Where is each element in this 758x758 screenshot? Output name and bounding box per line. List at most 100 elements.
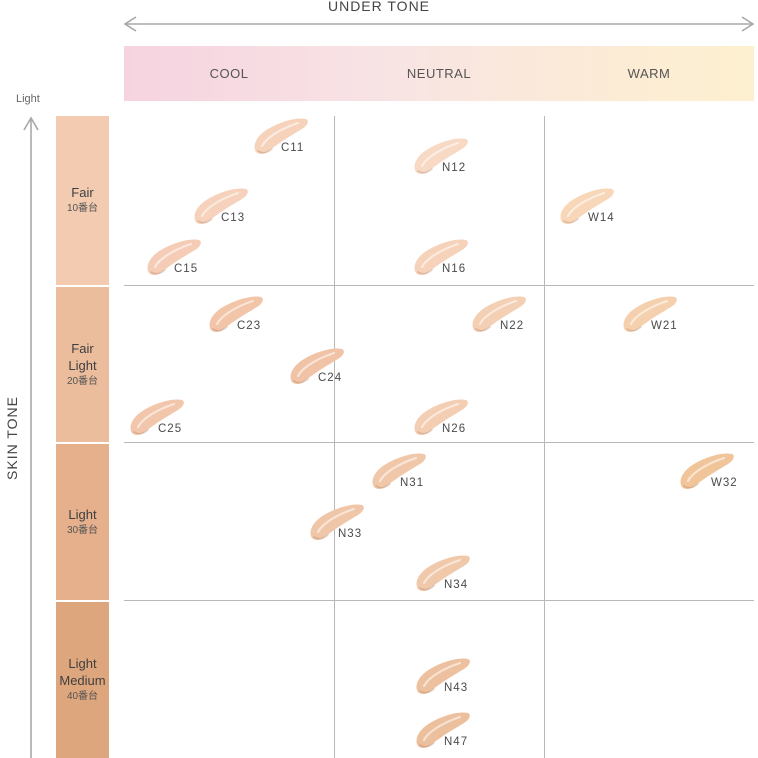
- grid-line: [124, 600, 754, 601]
- shade-swatch-n22: [472, 296, 526, 333]
- swatch-shape: [130, 399, 184, 436]
- shade-label-c23: C23: [237, 320, 262, 332]
- row-series: 10番台: [66, 203, 99, 214]
- swatch-shape: [414, 138, 468, 175]
- shade-swatch-n26: [414, 399, 468, 436]
- swatch-shadow: [257, 148, 273, 154]
- swatch-highlight: [686, 456, 726, 483]
- swatch-shape: [416, 712, 470, 749]
- swatch-highlight: [420, 402, 460, 429]
- swatch-shape: [414, 239, 468, 276]
- shade-label-n12: N12: [442, 162, 467, 174]
- row-name: Fair Light: [68, 340, 97, 373]
- swatch-shadow: [563, 218, 579, 224]
- shade-swatch-n31: [372, 453, 426, 490]
- swatch-shadow: [150, 269, 166, 275]
- swatch-shape: [416, 658, 470, 695]
- shade-swatch-n16: [414, 239, 468, 276]
- swatch-shadow: [419, 742, 435, 748]
- swatch-shape: [560, 188, 614, 225]
- shade-label-w14: W14: [588, 212, 615, 224]
- swatch-shape: [310, 504, 364, 541]
- light-axis-label: Light: [16, 93, 40, 105]
- row-series: 30番台: [66, 524, 99, 536]
- swatch-shadow: [626, 326, 642, 332]
- shade-swatch-c13: [194, 188, 248, 225]
- shade-swatch-c24: [290, 348, 344, 385]
- swatch-highlight: [378, 456, 418, 483]
- swatch-highlight: [566, 191, 606, 218]
- shade-label-c24: C24: [318, 372, 343, 384]
- shade-swatch-w14: [560, 188, 614, 225]
- swatch-shadow: [417, 168, 433, 174]
- swatch-shadow: [212, 326, 228, 332]
- skin-tone-title: SKIN TONE: [4, 396, 20, 480]
- shade-label-w21: W21: [651, 320, 678, 332]
- swatch-shape: [623, 296, 677, 333]
- shade-label-n43: N43: [444, 682, 469, 694]
- swatch-shape: [372, 453, 426, 490]
- row-label-fair-light: Fair Light 20番台: [56, 287, 109, 442]
- shade-swatch-n12: [414, 138, 468, 175]
- swatch-shadow: [475, 326, 491, 332]
- swatch-shadow: [419, 585, 435, 591]
- swatch-highlight: [422, 715, 462, 742]
- shade-swatch-n34: [416, 555, 470, 592]
- row-name: Fair: [71, 185, 94, 200]
- swatch-highlight: [296, 351, 336, 378]
- swatch-shadow: [313, 534, 329, 540]
- swatch-highlight: [260, 121, 300, 148]
- swatch-shadow: [375, 483, 391, 489]
- shade-label-c25: C25: [158, 423, 183, 435]
- shade-label-n34: N34: [444, 579, 469, 591]
- shade-label-n33: N33: [338, 528, 363, 540]
- swatch-highlight: [478, 299, 518, 326]
- row-label-light: Light 30番台: [56, 444, 109, 600]
- shade-label-n47: N47: [444, 736, 469, 748]
- shade-swatch-c23: [209, 296, 263, 333]
- swatch-shadow: [417, 429, 433, 435]
- swatch-highlight: [422, 558, 462, 585]
- grid-line: [544, 116, 545, 758]
- shade-swatch-n47: [416, 712, 470, 749]
- swatch-highlight: [316, 507, 356, 534]
- tone-cool-label: COOL: [209, 66, 249, 81]
- grid-line: [334, 116, 335, 758]
- swatch-shadow: [419, 688, 435, 694]
- tone-neutral-label: NEUTRAL: [406, 66, 472, 81]
- skin-tone-up-arrow-icon: [23, 116, 39, 758]
- row-label-fair: Fair 10番台: [56, 116, 109, 285]
- row-series: 40番台: [66, 691, 99, 702]
- shade-label-w32: W32: [711, 477, 738, 489]
- swatch-shadow: [683, 483, 699, 489]
- swatch-highlight: [420, 242, 460, 269]
- swatch-highlight: [629, 299, 669, 326]
- swatch-shape: [290, 348, 344, 385]
- swatch-shadow: [197, 218, 213, 224]
- swatch-shape: [472, 296, 526, 333]
- swatch-highlight: [153, 242, 193, 269]
- shade-label-n16: N16: [442, 263, 467, 275]
- swatch-highlight: [200, 191, 240, 218]
- swatch-shape: [680, 453, 734, 490]
- shade-label-c13: C13: [221, 212, 246, 224]
- shade-label-c15: C15: [174, 263, 199, 275]
- swatch-shape: [209, 296, 263, 333]
- shade-swatch-n43: [416, 658, 470, 695]
- shade-label-n26: N26: [442, 423, 467, 435]
- shade-label-c11: C11: [281, 142, 305, 154]
- shade-label-n31: N31: [400, 477, 425, 489]
- shade-swatch-c15: [147, 239, 201, 276]
- undertone-gradient-band: COOL NEUTRAL WARM: [124, 46, 754, 101]
- under-tone-title: UNDER TONE: [327, 0, 431, 14]
- grid-line: [124, 285, 754, 286]
- shade-swatch-c11: [254, 118, 308, 155]
- swatch-shadow: [417, 269, 433, 275]
- shade-swatch-w32: [680, 453, 734, 490]
- shade-swatch-n33: [310, 504, 364, 541]
- row-name: Light: [68, 506, 97, 522]
- swatch-highlight: [420, 141, 460, 168]
- grid-line: [124, 442, 754, 443]
- under-tone-double-arrow-icon: [123, 16, 755, 32]
- swatch-shape: [254, 118, 308, 155]
